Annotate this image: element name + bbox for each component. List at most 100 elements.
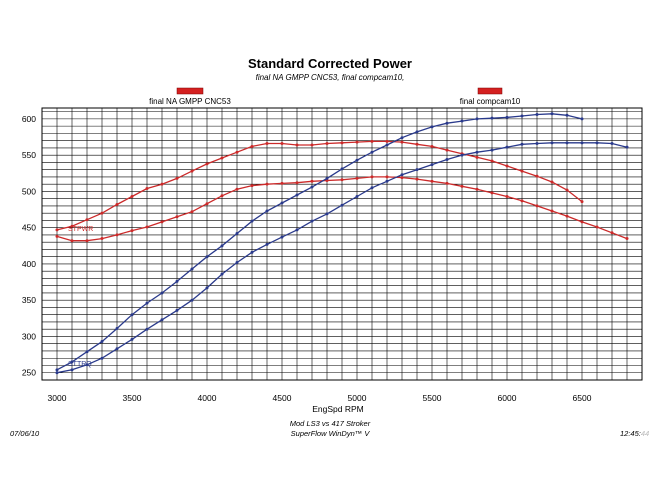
- data-point: [340, 203, 344, 207]
- data-point: [130, 313, 134, 317]
- data-point: [565, 188, 569, 192]
- data-point: [490, 159, 494, 163]
- data-point: [340, 141, 344, 145]
- data-point: [85, 350, 89, 354]
- data-point: [535, 174, 539, 178]
- data-point: [235, 260, 239, 264]
- series-line: [56, 140, 583, 231]
- data-point: [100, 237, 104, 241]
- data-point: [535, 113, 539, 117]
- data-point: [550, 112, 554, 116]
- data-point: [400, 173, 404, 177]
- data-point: [580, 141, 584, 145]
- data-point: [70, 224, 74, 228]
- data-point: [145, 225, 149, 229]
- data-point: [415, 177, 419, 181]
- data-point: [550, 141, 554, 145]
- data-point: [415, 130, 419, 134]
- data-point: [265, 209, 269, 213]
- data-point: [580, 200, 584, 204]
- data-point: [190, 169, 194, 173]
- footer-date: 07/06/10: [10, 429, 40, 438]
- x-tick-label: 6500: [573, 393, 592, 403]
- data-point: [325, 176, 329, 180]
- data-point: [250, 219, 254, 223]
- data-point: [310, 185, 314, 189]
- data-point: [280, 142, 284, 146]
- series-1: [55, 175, 629, 243]
- data-point: [565, 141, 569, 145]
- data-point: [145, 327, 149, 331]
- data-point: [340, 178, 344, 182]
- data-point: [295, 181, 299, 185]
- data-point: [85, 218, 89, 222]
- data-point: [145, 187, 149, 191]
- data-point: [160, 318, 164, 322]
- data-point: [205, 255, 209, 259]
- x-tick-label: 4000: [198, 393, 217, 403]
- data-point: [70, 239, 74, 243]
- data-point: [370, 139, 374, 143]
- data-point: [145, 301, 149, 305]
- data-point: [280, 201, 284, 205]
- annotation-stpwr: STPWR: [68, 226, 93, 233]
- data-point: [325, 179, 329, 183]
- y-tick-label: 500: [22, 186, 36, 196]
- legend-swatch-cnc53: [176, 87, 204, 95]
- y-tick-label: 600: [22, 114, 36, 124]
- data-point: [520, 142, 524, 146]
- data-point: [460, 153, 464, 157]
- data-point: [325, 212, 329, 216]
- data-point: [130, 194, 134, 198]
- data-point: [250, 144, 254, 148]
- legend-label-cnc53: final NA GMPP CNC53: [149, 97, 231, 106]
- data-point: [415, 168, 419, 172]
- data-point: [115, 327, 119, 331]
- data-point: [610, 231, 614, 235]
- y-tick-labels: 250 300 350 400 450 500 550 600: [22, 114, 36, 378]
- data-point: [385, 175, 389, 179]
- data-point: [430, 179, 434, 183]
- data-point: [70, 360, 74, 364]
- data-point: [175, 215, 179, 219]
- data-point: [580, 117, 584, 121]
- legend-label-compcam10: final compcam10: [460, 97, 521, 106]
- data-point: [355, 158, 359, 162]
- data-point: [55, 234, 59, 238]
- data-point: [220, 272, 224, 276]
- x-tick-label: 5000: [348, 393, 367, 403]
- data-point: [295, 143, 299, 147]
- data-point: [475, 150, 479, 154]
- data-point: [280, 181, 284, 185]
- data-point: [505, 194, 509, 198]
- data-point: [235, 231, 239, 235]
- data-point: [205, 286, 209, 290]
- data-point: [475, 187, 479, 191]
- data-point: [370, 150, 374, 154]
- legend-swatch-compcam10: [477, 87, 503, 95]
- data-point: [370, 175, 374, 179]
- data-point: [520, 169, 524, 173]
- y-tick-label: 300: [22, 331, 36, 341]
- y-tick-label: 350: [22, 295, 36, 305]
- data-point: [475, 155, 479, 159]
- data-point: [340, 167, 344, 171]
- annotation-sttrq: STTRQ: [68, 361, 92, 368]
- data-point: [115, 202, 119, 206]
- x-tick-label: 3500: [123, 393, 142, 403]
- data-point: [55, 371, 59, 375]
- data-point: [115, 233, 119, 237]
- data-point: [175, 176, 179, 180]
- data-point: [385, 139, 389, 143]
- data-point: [190, 298, 194, 302]
- data-point: [160, 220, 164, 224]
- data-point: [625, 237, 629, 241]
- data-point: [385, 179, 389, 183]
- data-point: [535, 142, 539, 146]
- data-point: [310, 219, 314, 223]
- data-point: [415, 142, 419, 146]
- data-point: [355, 176, 359, 180]
- footer-time-seconds: 44: [641, 429, 649, 438]
- data-point: [85, 363, 89, 367]
